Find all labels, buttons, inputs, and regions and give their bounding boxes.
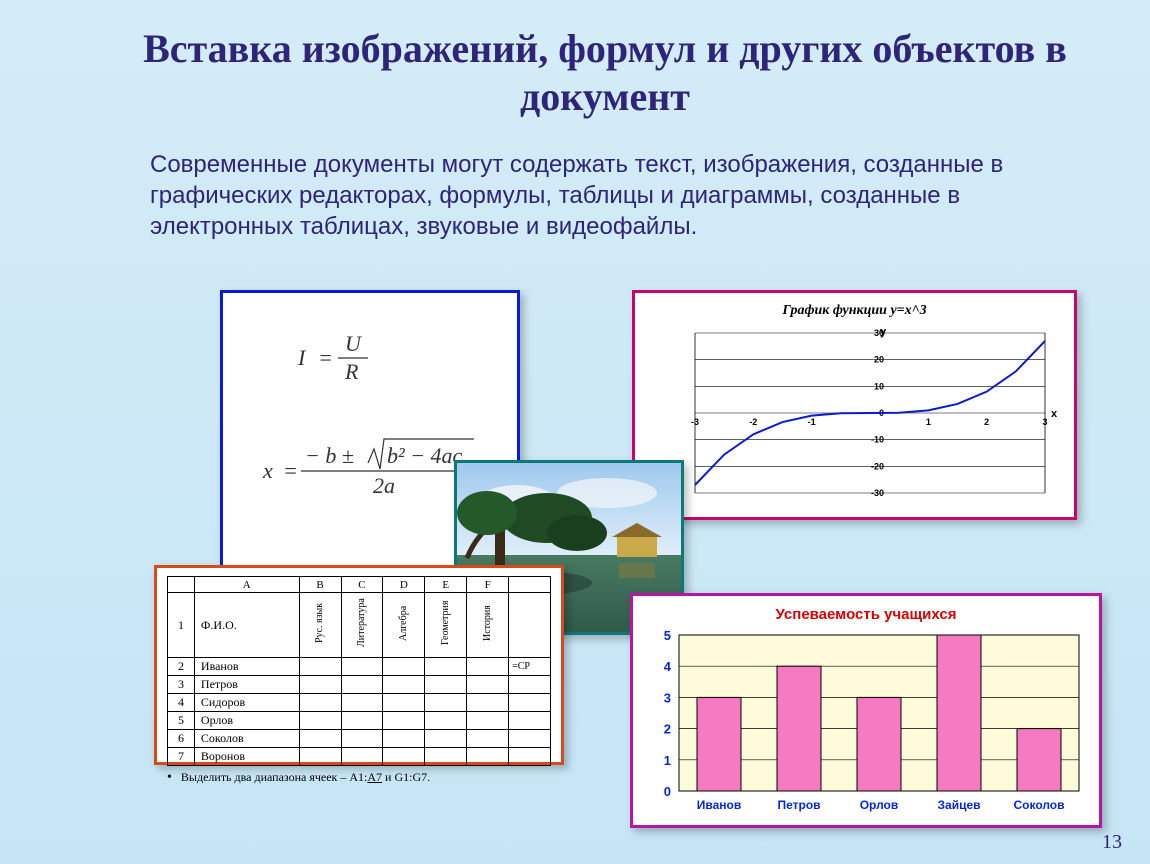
svg-text:2: 2 <box>664 722 671 737</box>
svg-text:Орлов: Орлов <box>860 798 899 812</box>
cubic-graph: -30-20-100102030-3-2-1123yx <box>650 323 1065 503</box>
svg-text:20: 20 <box>874 355 884 365</box>
svg-text:y: y <box>880 326 887 338</box>
bar-chart: 0 1 2 3 4 5 Иванов Петров Орлов Зайцев Соколов <box>645 629 1093 819</box>
svg-text:-1: -1 <box>808 417 816 427</box>
svg-text:5: 5 <box>664 629 671 643</box>
svg-text:=: = <box>283 458 298 483</box>
svg-text:-20: -20 <box>871 461 884 471</box>
svg-text:-2: -2 <box>749 417 757 427</box>
svg-text:-3: -3 <box>691 417 699 427</box>
svg-text:2: 2 <box>984 417 989 427</box>
svg-text:1: 1 <box>664 753 671 768</box>
svg-text:1: 1 <box>926 417 931 427</box>
svg-text:Соколов: Соколов <box>1013 798 1064 812</box>
svg-text:Петров: Петров <box>777 798 820 812</box>
table-panel: ABCDEF1Ф.И.О.Рус. языкЛитератураАлгебраГ… <box>154 565 564 765</box>
svg-text:-30: -30 <box>871 488 884 498</box>
graph-title: График функции y=x^3 <box>650 303 1059 319</box>
graph-panel: График функции y=x^3 -30-20-100102030-3-… <box>632 290 1077 520</box>
svg-text:x: x <box>262 458 273 483</box>
spreadsheet-table: ABCDEF1Ф.И.О.Рус. языкЛитератураАлгебраГ… <box>167 576 551 766</box>
svg-text:b² − 4ac: b² − 4ac <box>387 443 462 468</box>
svg-text:− b ±: − b ± <box>305 443 354 468</box>
svg-text:Иванов: Иванов <box>697 798 741 812</box>
svg-text:U: U <box>345 331 363 356</box>
svg-text:3: 3 <box>1042 417 1047 427</box>
svg-text:3: 3 <box>664 690 671 705</box>
svg-text:2a: 2a <box>373 473 395 498</box>
svg-text:x: x <box>1051 408 1058 420</box>
svg-text:10: 10 <box>874 381 884 391</box>
svg-text:=: = <box>318 345 333 370</box>
bar-chart-title: Успеваемость учащихся <box>645 606 1087 623</box>
bar-chart-panel: Успеваемость учащихся 0 1 2 3 4 5 Иванов Петров… <box>630 593 1102 828</box>
svg-text:I: I <box>297 345 307 370</box>
svg-text:Зайцев: Зайцев <box>938 798 981 812</box>
svg-text:4: 4 <box>664 659 672 674</box>
table-caption: • Выделить два диапазона ячеек – A1:A7 и… <box>167 770 551 786</box>
page-number: 13 <box>1102 831 1122 854</box>
svg-text:0: 0 <box>664 784 671 799</box>
svg-text:R: R <box>344 359 359 384</box>
svg-text:-10: -10 <box>871 435 884 445</box>
